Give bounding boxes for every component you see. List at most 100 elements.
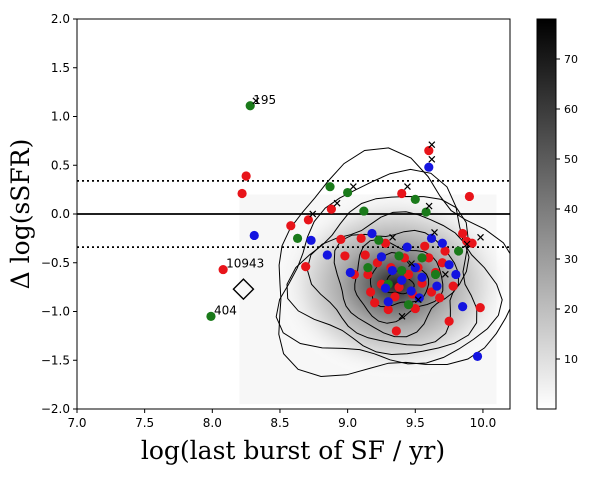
x-marker	[252, 97, 260, 105]
x-tick-label: 8.0	[203, 416, 222, 430]
red-point	[340, 251, 350, 261]
blue-point	[426, 233, 437, 243]
red-point	[424, 146, 434, 156]
x-marker	[431, 229, 438, 236]
red-point	[336, 234, 346, 244]
red-point	[303, 215, 313, 225]
x-tick-label: 8.5	[270, 416, 289, 430]
x-marker	[441, 270, 449, 278]
blue-point	[345, 267, 355, 278]
blue-point	[458, 302, 468, 312]
x-marker	[333, 199, 341, 207]
x-marker	[428, 155, 436, 163]
contour-level	[306, 211, 470, 346]
x-marker	[425, 202, 433, 210]
blue-point	[306, 235, 316, 245]
red-point	[383, 304, 393, 315]
green-point	[359, 206, 369, 216]
green-point	[292, 233, 303, 243]
green-point	[453, 246, 464, 256]
x-marker	[477, 233, 484, 241]
annotations: 195 10943 404	[214, 93, 276, 318]
colorbar-tick-label: 20	[564, 303, 578, 316]
contour-level	[286, 195, 478, 356]
open-diamond-marker	[232, 278, 255, 301]
green-point	[374, 235, 384, 245]
red-point	[440, 246, 450, 256]
red-point	[475, 303, 485, 313]
contour-level	[278, 147, 510, 378]
scatter-points	[206, 101, 485, 361]
x-marker	[414, 296, 422, 304]
red-point	[426, 287, 437, 297]
y-tick-label: −0.5	[41, 256, 70, 270]
blue-point	[380, 283, 391, 293]
blue-point	[376, 252, 387, 262]
y-tick-label: 1.0	[51, 110, 70, 124]
red-point	[286, 221, 296, 231]
blue-point	[397, 275, 407, 285]
x-tick-label: 10.0	[470, 416, 497, 430]
reference-lines	[77, 179, 510, 249]
red-point	[366, 287, 376, 297]
y-tick-label: −1.0	[41, 305, 70, 319]
green-point	[245, 101, 255, 111]
red-point	[237, 188, 247, 199]
red-point	[410, 303, 420, 314]
green-point	[343, 187, 353, 198]
contour-level	[275, 168, 503, 365]
colorbar-ticks: 10 20 30 40 50 60 70	[556, 53, 578, 366]
point-annotation: 10943	[226, 257, 264, 271]
red-point	[424, 253, 434, 263]
blue-point	[472, 351, 483, 361]
red-point	[464, 191, 475, 202]
x-marker	[389, 233, 396, 241]
blue-point	[424, 162, 434, 172]
blue-point	[322, 250, 332, 260]
y-axis: −2.0 −1.5 −1.0 −0.5 0.0 0.5 1.0 1.5 2.0	[41, 12, 77, 416]
green-point	[403, 300, 414, 310]
y-tick-label: 0.5	[51, 158, 70, 172]
blue-point	[387, 265, 397, 276]
blue-point	[406, 286, 416, 296]
red-point	[356, 233, 366, 243]
y-tick-label: 0.0	[51, 207, 70, 221]
blue-point	[383, 297, 393, 307]
green-point	[430, 269, 441, 280]
red-point	[397, 188, 407, 199]
red-point	[420, 241, 430, 251]
green-point	[363, 263, 373, 273]
y-tick-label: −1.5	[41, 353, 70, 367]
blue-point	[249, 230, 259, 241]
red-point	[462, 236, 472, 246]
contour-level	[333, 229, 460, 338]
red-point	[326, 204, 336, 214]
blue-point	[444, 260, 454, 270]
red-point	[301, 262, 311, 272]
red-point	[391, 326, 401, 336]
green-point	[410, 194, 420, 204]
x-marker	[404, 183, 411, 191]
red-point	[360, 250, 370, 260]
green-point	[397, 265, 407, 276]
green-point	[417, 253, 427, 263]
point-annotation: 195	[253, 93, 276, 107]
red-point	[390, 292, 400, 302]
red-point	[458, 228, 468, 239]
x-tick-label: 9.5	[406, 416, 425, 430]
red-point	[448, 281, 458, 291]
y-axis-label: Δ log(sSFR)	[6, 139, 35, 290]
blue-point	[451, 269, 461, 280]
x-markers	[252, 97, 484, 320]
red-point	[241, 171, 251, 181]
x-tick-label: 7.0	[67, 416, 86, 430]
x-axis-label: log(last burst of SF / yr)	[141, 436, 445, 465]
x-marker	[349, 183, 357, 191]
red-point	[403, 269, 414, 280]
y-tick-label: −2.0	[41, 402, 70, 416]
colorbar-tick-label: 30	[564, 253, 578, 266]
blue-point	[367, 228, 377, 239]
x-axis: 7.0 7.5 8.0 8.5 9.0 9.5 10.0	[67, 409, 496, 430]
blue-point	[417, 272, 427, 282]
